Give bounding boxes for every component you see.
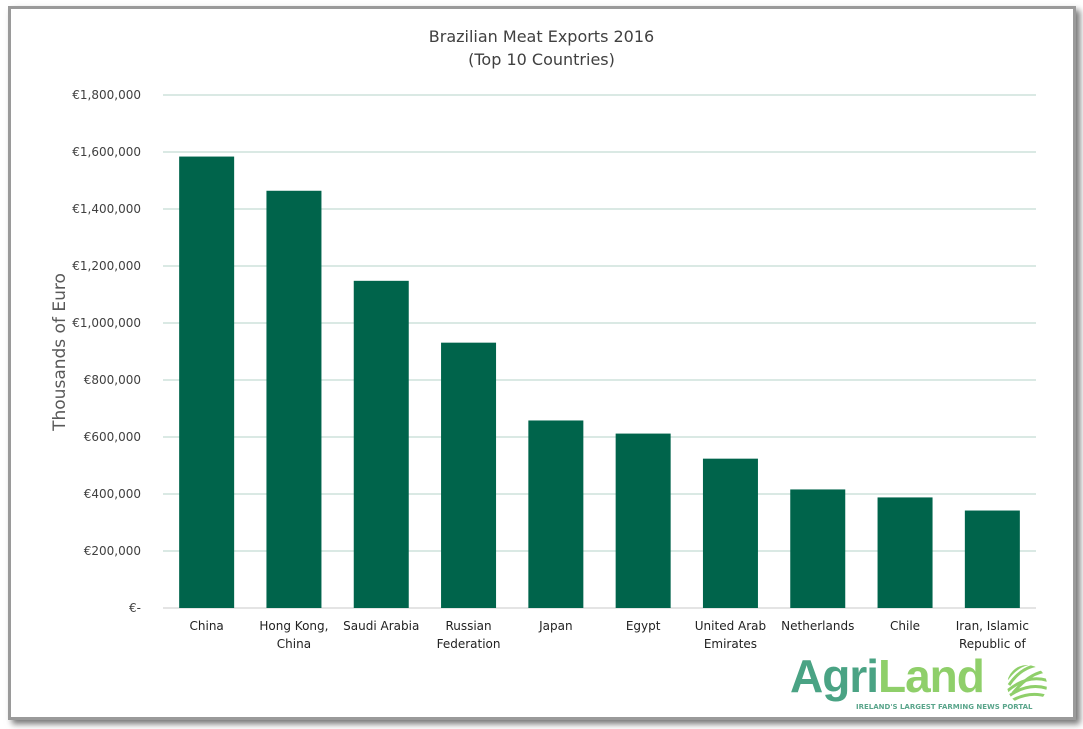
bar (615, 433, 671, 608)
field-globe-icon (1007, 665, 1047, 705)
y-tick-label: €1,200,000 (72, 259, 141, 273)
chart-subtitle: (Top 10 Countries) (468, 50, 615, 69)
x-tick-label: China (190, 619, 224, 633)
x-tick-label: China (277, 637, 311, 651)
x-tick-label: Egypt (626, 619, 661, 633)
y-tick-label: €1,000,000 (72, 316, 141, 330)
bar (353, 280, 409, 608)
bar (528, 420, 584, 608)
bar (441, 342, 497, 608)
x-tick-label: Federation (437, 637, 501, 651)
y-tick-label: €1,400,000 (72, 202, 141, 216)
x-tick-label: Emirates (704, 637, 757, 651)
x-tick-label: Republic of (959, 637, 1026, 651)
agriland-logo: AgriLand IRELAND'S LARGEST FARMING NEWS … (790, 650, 1050, 717)
bar (702, 458, 758, 608)
y-tick-label: €400,000 (84, 487, 141, 501)
chart-title: Brazilian Meat Exports 2016 (428, 27, 655, 46)
x-tick-label: Hong Kong, (259, 619, 328, 633)
y-tick-label: €- (129, 601, 141, 615)
y-tick-label: €1,600,000 (72, 145, 141, 159)
bar (964, 510, 1020, 608)
bar (790, 489, 846, 608)
x-tick-label: Iran, Islamic (956, 619, 1029, 633)
x-tick-label: Japan (538, 619, 572, 633)
logo-tagline: IRELAND'S LARGEST FARMING NEWS PORTAL (856, 703, 1033, 711)
y-tick-label: €800,000 (84, 373, 141, 387)
logo-agri: Agri (790, 650, 879, 702)
x-tick-label: Netherlands (781, 619, 854, 633)
bar (877, 497, 933, 608)
y-axis-label: Thousands of Euro (50, 273, 70, 432)
logo-land: Land (878, 650, 985, 702)
x-tick-label: United Arab (695, 619, 766, 633)
bar (179, 156, 235, 608)
x-tick-label: Chile (890, 619, 920, 633)
y-tick-label: €1,800,000 (72, 88, 141, 102)
y-tick-label: €200,000 (84, 544, 141, 558)
x-tick-label: Russian (445, 619, 491, 633)
x-tick-label: Saudi Arabia (343, 619, 419, 633)
y-tick-label: €600,000 (84, 430, 141, 444)
bar (266, 190, 322, 608)
